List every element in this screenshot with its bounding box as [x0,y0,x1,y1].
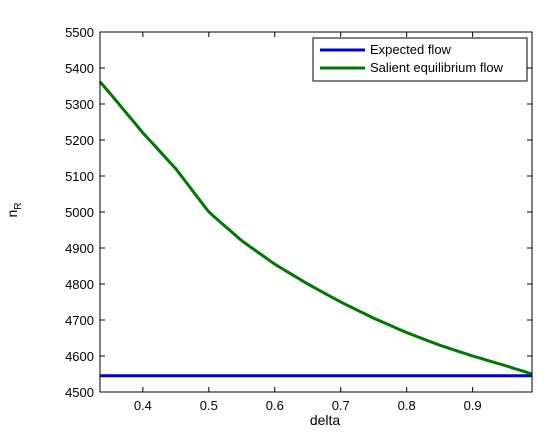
y-tick-label: 4900 [65,241,94,256]
y-tick-label: 5000 [65,205,94,220]
x-tick-label: 0.6 [266,398,284,413]
y-axis-label-main: n [4,210,20,218]
legend: Expected flow Salient equilibrium flow [312,37,528,82]
legend-label-expected-flow: Expected flow [370,42,452,57]
x-tick-label: 0.5 [200,398,218,413]
y-tick-label: 5500 [65,25,94,40]
plot-area [99,31,533,393]
x-axis-label: delta [310,412,341,428]
y-tick-label: 5100 [65,169,94,184]
x-tick-label: 0.4 [134,398,152,413]
x-axis-ticks: 0.4 0.5 0.6 0.7 0.8 0.9 [134,32,482,413]
y-axis-label-subscript: R [13,202,24,209]
y-tick-label: 4600 [65,349,94,364]
y-tick-label: 4500 [65,385,94,400]
x-tick-label: 0.7 [332,398,350,413]
y-axis-ticks: 4500 4600 4700 4800 4900 5000 5100 5200 5300 5400… [65,25,532,400]
x-tick-label: 0.9 [464,398,482,413]
y-tick-label: 4800 [65,277,94,292]
y-axis-label: nR [4,202,24,217]
plot-frame [99,31,533,393]
y-tick-label: 5300 [65,97,94,112]
series-layer [98,80,533,378]
legend-label-salient-equilibrium-flow: Salient equilibrium flow [370,60,504,75]
y-tick-label: 5200 [65,133,94,148]
series-line-salient-equilibrium-flow [98,80,533,376]
y-tick-label: 5400 [65,61,94,76]
legend-box [312,37,528,82]
y-tick-label: 4700 [65,313,94,328]
x-tick-label: 0.8 [398,398,416,413]
